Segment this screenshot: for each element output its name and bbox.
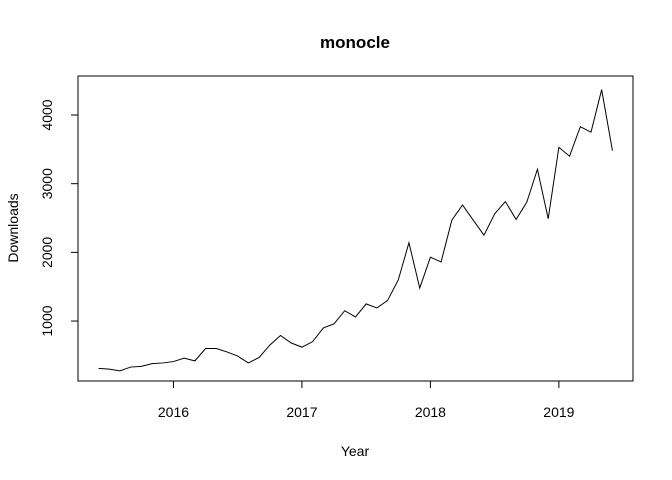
chart-title: monocle	[320, 33, 390, 52]
x-tick-label: 2019	[543, 404, 574, 420]
y-tick-label: 2000	[39, 237, 55, 268]
data-line	[98, 89, 613, 372]
x-tick-label: 2017	[286, 404, 317, 420]
y-tick-label: 1000	[39, 305, 55, 336]
x-tick-label: 2016	[158, 404, 189, 420]
y-tick-label: 3000	[39, 168, 55, 199]
x-axis-title: Year	[341, 443, 370, 459]
y-tick-label: 4000	[39, 99, 55, 130]
y-axis-title: Downloads	[5, 193, 21, 262]
x-tick-label: 2018	[415, 404, 446, 420]
